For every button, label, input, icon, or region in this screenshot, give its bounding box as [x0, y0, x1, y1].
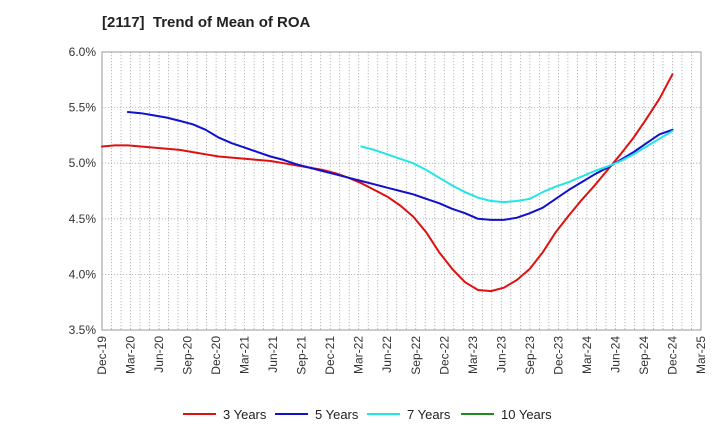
x-tick-label: Dec-20: [209, 336, 223, 375]
legend-label: 7 Years: [407, 407, 451, 422]
y-tick-label: 4.0%: [69, 267, 97, 281]
series-lines: [101, 73, 674, 293]
x-tick-label: Sep-22: [409, 336, 423, 375]
chart-title: [2117] Trend of Mean of ROA: [102, 14, 311, 31]
x-tick-label: Jun-23: [494, 336, 508, 373]
x-tick-label: Jun-21: [266, 336, 280, 373]
x-tick-label: Mar-21: [238, 336, 252, 374]
x-tick-label: Sep-24: [637, 336, 651, 375]
y-tick-label: 3.5%: [69, 323, 97, 337]
x-tick-label: Dec-24: [665, 336, 679, 375]
series-line: [360, 130, 674, 204]
y-tick-label: 6.0%: [69, 45, 97, 59]
x-tick-label: Dec-22: [437, 336, 451, 375]
x-tick-label: Mar-23: [466, 336, 480, 374]
y-tick-label: 5.5%: [69, 101, 97, 115]
x-tick-label: Sep-20: [181, 336, 195, 375]
x-tick-label: Jun-20: [152, 336, 166, 373]
legend-label: 5 Years: [315, 407, 359, 422]
series-line: [126, 111, 674, 221]
y-axis-ticks: 3.5% 4.0% 4.5% 5.0% 5.5% 6.0%: [69, 45, 97, 337]
series-line: [101, 73, 674, 293]
x-tick-label: Dec-23: [551, 336, 565, 375]
x-tick-label: Sep-21: [295, 336, 309, 375]
x-tick-label: Dec-19: [95, 336, 109, 375]
x-tick-label: Dec-21: [323, 336, 337, 375]
x-axis-ticks: Dec-19 Mar-20 Jun-20 Sep-20 Dec-20 Mar-21 Jun-…: [95, 336, 708, 375]
legend-label: 3 Years: [223, 407, 267, 422]
x-tick-label: Sep-23: [523, 336, 537, 375]
plot-area-border: [101, 51, 702, 331]
x-tick-label: Mar-24: [580, 336, 594, 374]
x-tick-label: Jun-22: [380, 336, 394, 373]
legend: 3 Years 5 Years 7 Years 10 Years: [183, 407, 552, 422]
x-tick-label: Mar-20: [124, 336, 138, 374]
grid-lines: [102, 52, 701, 330]
x-tick-label: Mar-25: [694, 336, 708, 374]
y-tick-label: 5.0%: [69, 156, 97, 170]
legend-label: 10 Years: [501, 407, 552, 422]
y-tick-label: 4.5%: [69, 212, 97, 226]
x-tick-label: Mar-22: [352, 336, 366, 374]
x-tick-label: Jun-24: [608, 336, 622, 373]
